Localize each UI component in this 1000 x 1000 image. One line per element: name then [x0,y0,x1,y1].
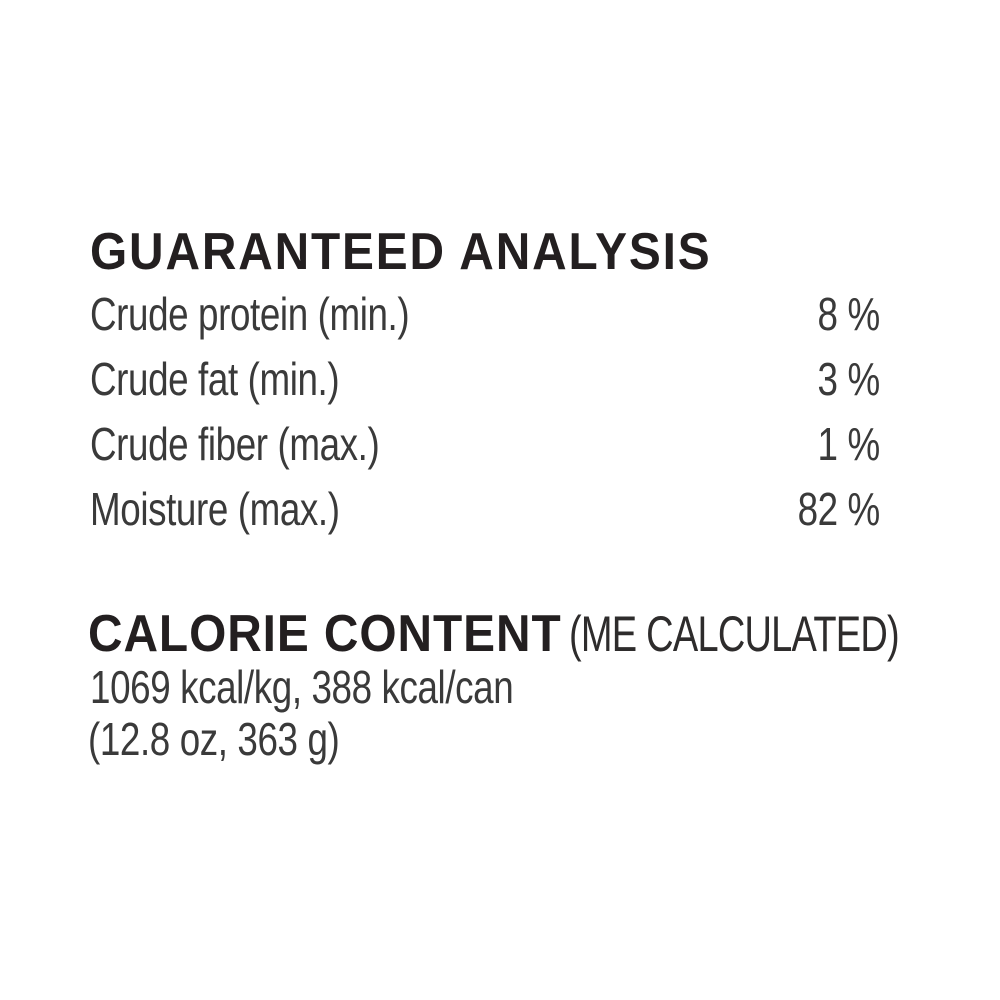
calorie-energy-line: 1069 kcal/kg, 388 kcal/can [90,660,619,714]
guaranteed-analysis-title-text: GUARANTEED ANALYSIS [90,223,712,281]
nutrient-value: 8 % [817,288,881,340]
table-row-crude-fiber: Crude fiber (max.) 1 % [90,412,880,477]
nutrient-label: Moisture (max.) [90,483,340,535]
nutrient-label: Crude protein (min.) [90,288,410,340]
calorie-content-heading: CALORIE CONTENT (ME CALCULATED) [88,604,1000,664]
guaranteed-analysis-title: GUARANTEED ANALYSIS [90,222,766,282]
table-row-crude-protein: Crude protein (min.) 8 % [90,282,880,347]
nutrient-value: 3 % [817,353,881,405]
table-row-crude-fat: Crude fat (min.) 3 % [90,347,880,412]
calorie-weight-text: (12.8 oz, 363 g) [88,713,340,765]
table-row-moisture: Moisture (max.) 82 % [90,477,880,542]
nutrient-label: Crude fiber (max.) [90,418,380,470]
nutrient-label: Crude fat (min.) [90,353,340,405]
nutrient-value: 82 % [797,483,881,535]
nutrient-value: 1 % [817,418,881,470]
calorie-weight-line: (12.8 oz, 363 g) [88,712,402,766]
calorie-energy-text: 1069 kcal/kg, 388 kcal/can [90,661,514,713]
calorie-content-title: CALORIE CONTENT [88,605,562,663]
guaranteed-analysis-table: Crude protein (min.) 8 % Crude fat (min.… [90,282,880,542]
calorie-content-subtitle: (ME CALCULATED) [569,606,900,662]
